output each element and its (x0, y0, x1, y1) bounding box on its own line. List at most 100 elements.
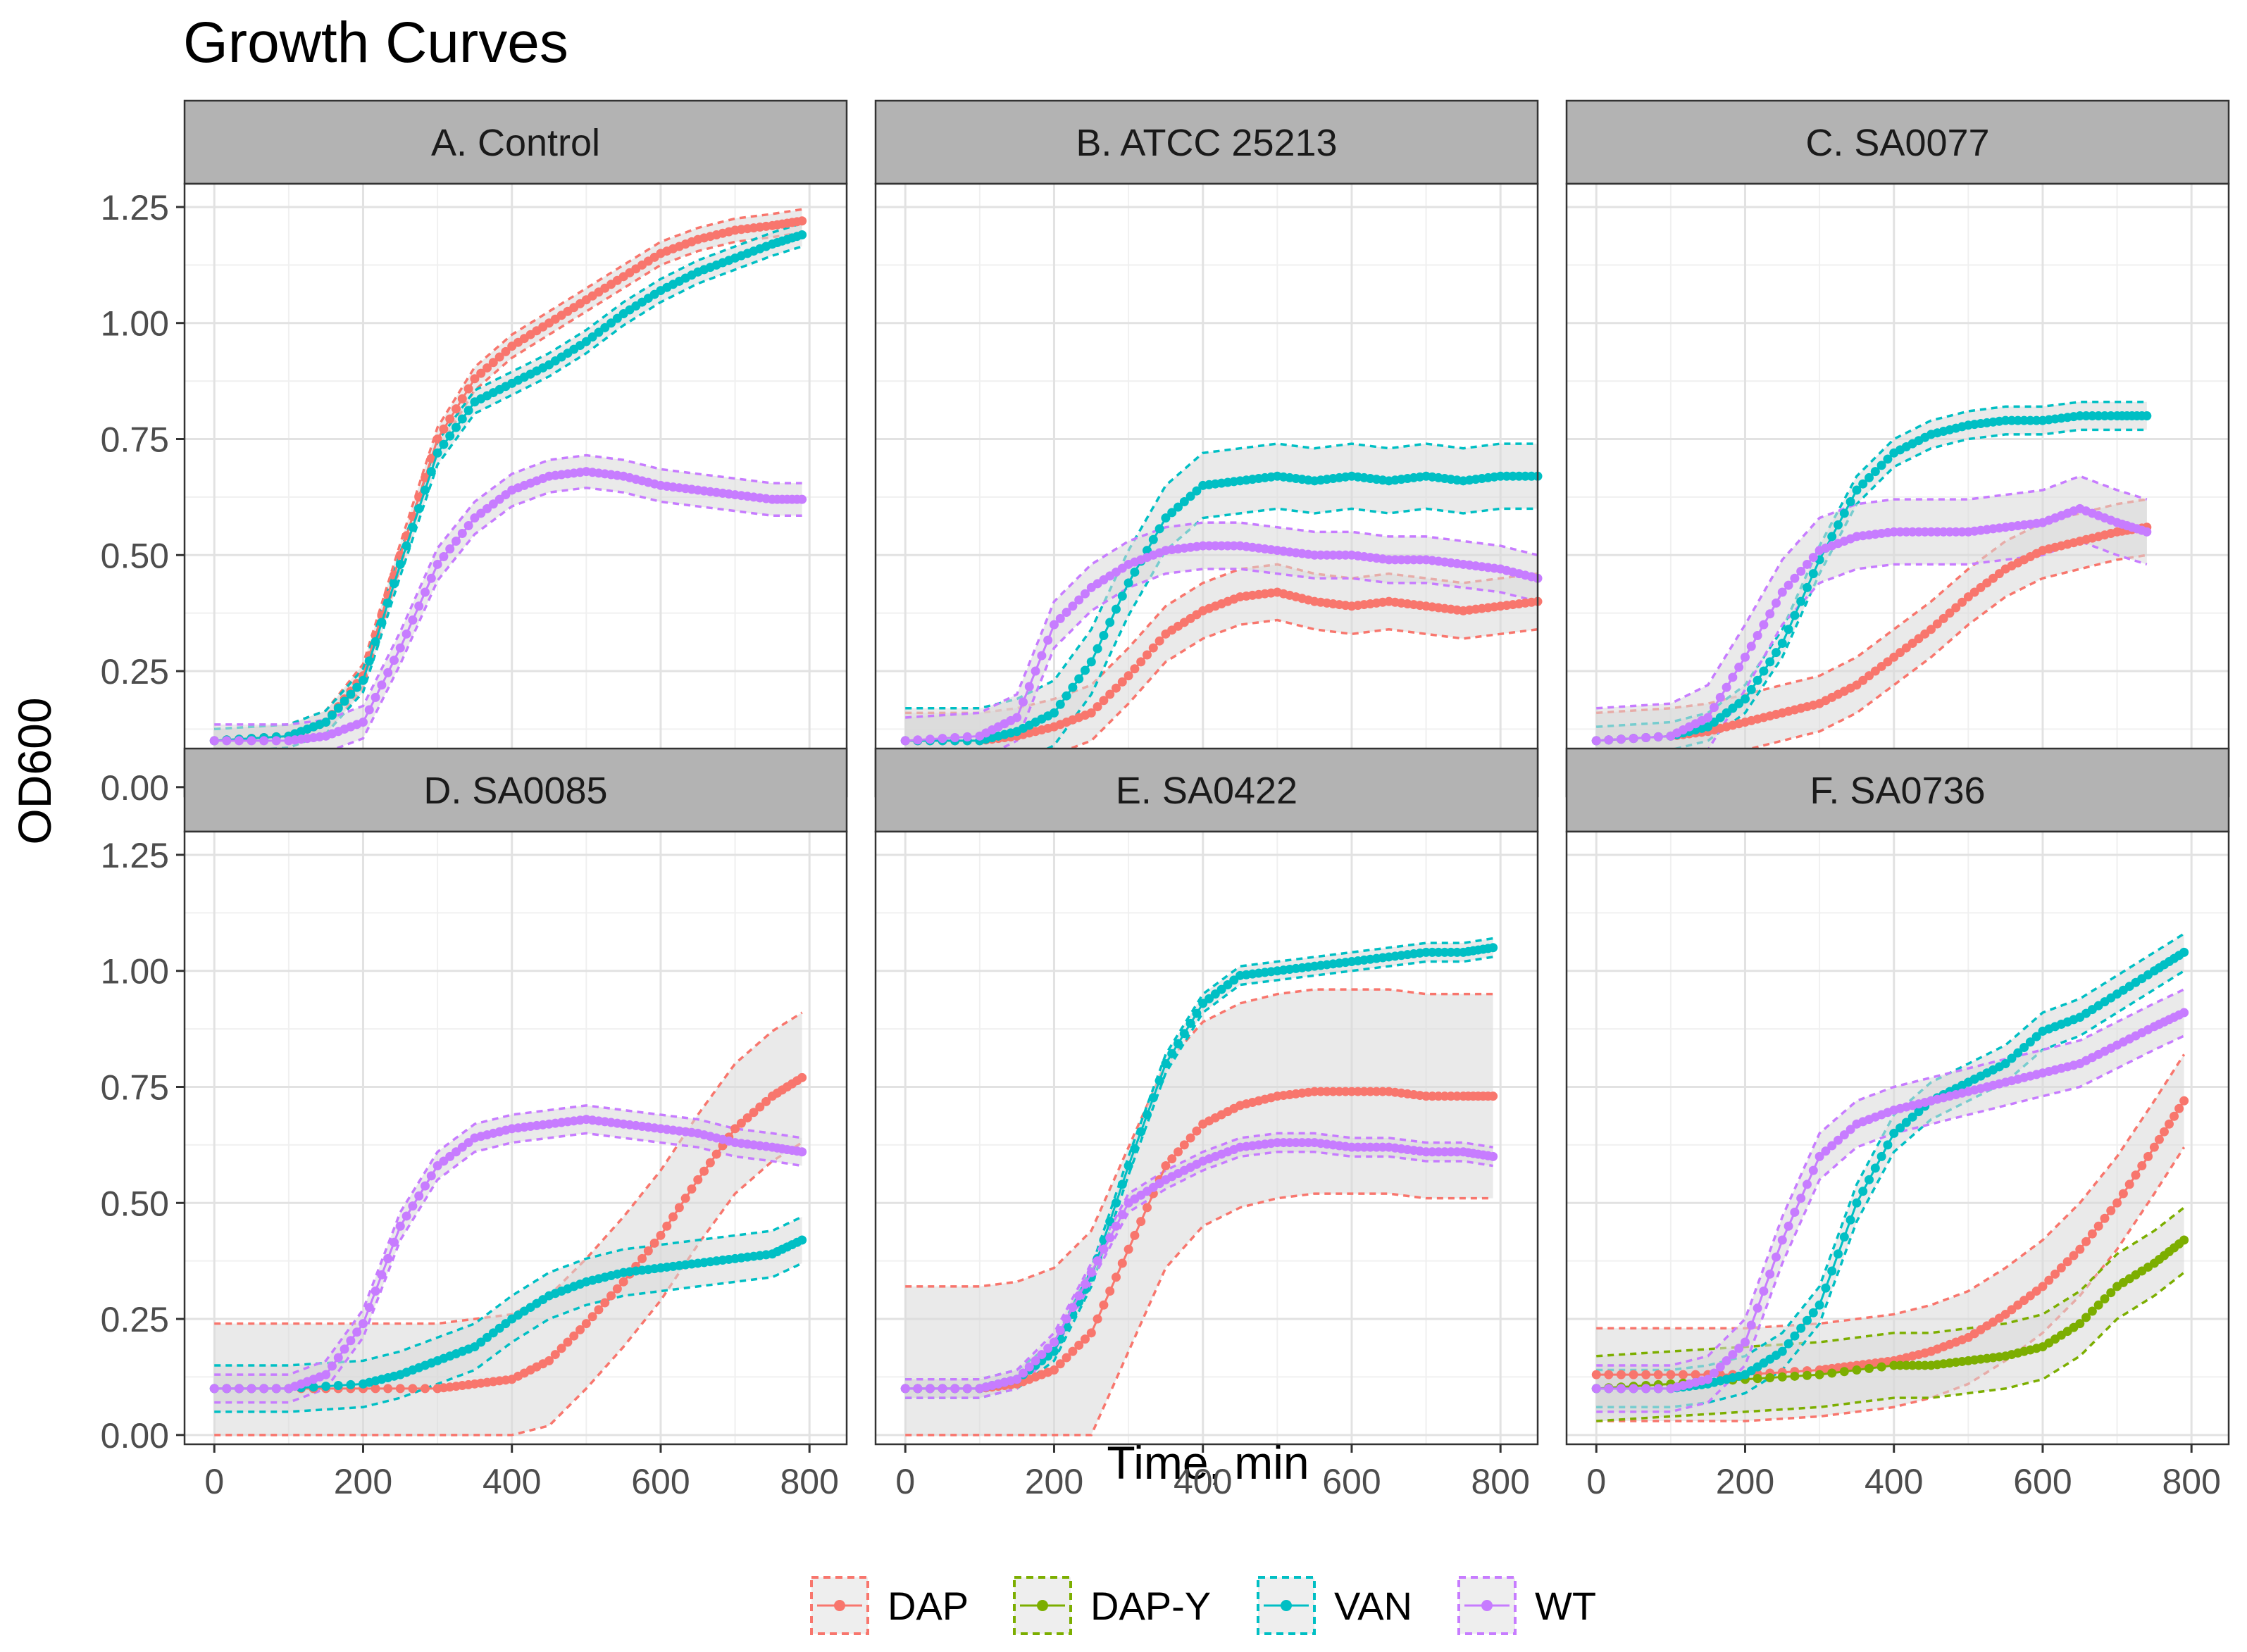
data-point-van (2013, 1048, 2023, 1058)
data-point-dap (1148, 643, 1158, 653)
lower-bound-dap (214, 1141, 803, 1437)
y-axis-title: OD600 (8, 697, 61, 844)
data-point-wt (1068, 601, 1078, 611)
data-point-van (1876, 1151, 1886, 1161)
data-point-dap (1678, 1370, 1688, 1379)
data-point-wt (1734, 663, 1744, 672)
data-point-wt (358, 1319, 368, 1329)
data-point-dap (1629, 1370, 1638, 1379)
data-point-van (1808, 1308, 1818, 1318)
data-point-wt (271, 1384, 281, 1394)
lower-bound-dap (905, 1192, 1493, 1437)
data-point-wt (1796, 1194, 1806, 1203)
x-tick-label: 600 (631, 1462, 690, 1501)
data-point-van (1808, 569, 1818, 579)
data-point-dap (544, 1356, 554, 1365)
data-point-van (1174, 502, 1183, 512)
panel-b-atcc-25213: B. ATCC 25213 (874, 99, 1543, 798)
data-point-van (1185, 1018, 1195, 1028)
data-point-wt (1703, 1375, 1713, 1384)
data-point-dap (395, 1384, 405, 1394)
data-point-wt (1086, 1268, 1096, 1277)
data-point-dap (1055, 1359, 1065, 1369)
data-point-wt (1641, 1384, 1651, 1394)
data-point-wt (1055, 1326, 1065, 1336)
data-point-wt (222, 736, 232, 746)
data-point-van (1759, 666, 1769, 676)
lower-bound-wt (1596, 1034, 2185, 1413)
data-point-van (1093, 644, 1102, 653)
data-point-van (1049, 708, 1059, 718)
data-point-dap (2112, 1198, 2122, 1208)
data-point-dap (637, 1253, 647, 1263)
data-point-van (1055, 699, 1065, 709)
data-point-van (1143, 1110, 1152, 1120)
data-point-van (1914, 1107, 1924, 1117)
data-point-dap (1666, 1370, 1676, 1379)
data-point-van (1068, 682, 1078, 692)
data-point-van (1839, 508, 1849, 518)
y-tick-label: 1.25 (101, 188, 169, 227)
data-point-dap (643, 1246, 653, 1256)
data-point-van (1802, 1315, 1812, 1325)
data-point-van (1179, 1029, 1189, 1039)
data-point-van (1876, 461, 1886, 470)
data-point-van (1753, 675, 1762, 685)
data-point-van (1105, 618, 1115, 627)
data-point-dap (2106, 1206, 2116, 1215)
data-point-dap (1161, 1161, 1171, 1171)
upper-bound-wt (905, 1132, 1493, 1381)
data-point-wt (383, 1253, 393, 1263)
data-point-wt (1037, 1350, 1047, 1360)
data-point-wt (900, 1384, 910, 1394)
data-point-dap (470, 374, 480, 384)
data-point-wt (1653, 1384, 1663, 1394)
data-point-van (2179, 947, 2189, 957)
data-point-wt (925, 734, 935, 744)
data-point-dap (1604, 1370, 1614, 1379)
data-point-wt (1080, 1279, 1090, 1289)
data-point-van (1777, 639, 1787, 648)
x-tick-label: 400 (483, 1462, 541, 1501)
data-point-wt (1018, 697, 1028, 707)
data-point-dap (2050, 1269, 2060, 1279)
data-point-dap (1591, 1370, 1601, 1379)
x-tick-label: 400 (1865, 1462, 1923, 1501)
data-point-dap (488, 358, 498, 368)
legend-key-point (1037, 1600, 1048, 1611)
data-point-wt (371, 1287, 380, 1296)
data-point-dap (1938, 613, 1948, 623)
data-point-dap (463, 384, 473, 394)
data-point-dap (563, 1337, 573, 1347)
data-point-wt (426, 573, 436, 583)
data-point-wt (1802, 1179, 1812, 1189)
data-point-dap (1136, 1217, 1146, 1227)
data-point-van (1771, 648, 1781, 658)
data-point-dap (439, 424, 449, 434)
data-point-wt (426, 1171, 436, 1181)
data-point-dap (2062, 1257, 2072, 1267)
data-point-dap (1080, 1334, 1090, 1344)
data-point-dap (581, 1319, 591, 1329)
data-point-van (1765, 657, 1775, 667)
data-point-van (2025, 1037, 2035, 1047)
x-tick-label: 200 (334, 1462, 392, 1501)
data-point-wt (1018, 1368, 1028, 1378)
data-point-dap (408, 1384, 418, 1394)
data-point-wt (1080, 589, 1090, 599)
data-point-wt (377, 680, 387, 690)
x-tick-label: 0 (895, 1462, 915, 1501)
data-point-wt (439, 551, 449, 561)
data-point-dap-y (1865, 1363, 1874, 1373)
data-point-wt (1703, 713, 1713, 722)
lower-bound-wt (905, 1151, 1493, 1399)
data-point-dap (1932, 619, 1942, 629)
data-point-wt (913, 1384, 923, 1394)
data-point-wt (377, 1270, 387, 1279)
data-point-dap-y (2106, 1288, 2116, 1298)
data-point-dap (569, 1331, 579, 1341)
data-point-van (371, 637, 380, 646)
data-point-dap (1074, 1340, 1084, 1350)
data-point-van (1130, 567, 1140, 577)
data-point-dap (1951, 603, 1961, 613)
